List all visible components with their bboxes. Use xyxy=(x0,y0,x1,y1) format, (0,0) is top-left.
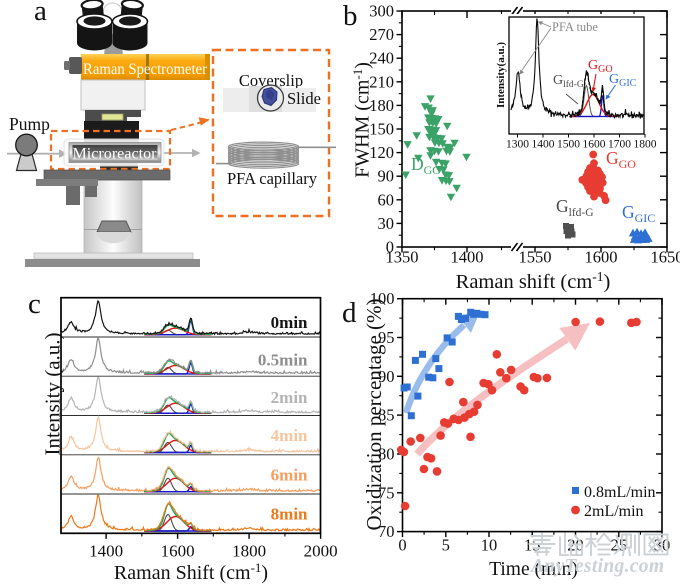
svg-text:0min: 0min xyxy=(271,313,308,332)
svg-text:1700: 1700 xyxy=(608,139,631,151)
svg-text:10: 10 xyxy=(481,536,498,555)
svg-text:75: 75 xyxy=(378,483,395,502)
svg-text:c: c xyxy=(28,288,41,320)
svg-text:120: 120 xyxy=(369,143,394,162)
svg-text:Microreactor: Microreactor xyxy=(73,146,158,163)
svg-text:PFA capillary: PFA capillary xyxy=(227,169,318,188)
svg-text:AnyTesting.com: AnyTesting.com xyxy=(529,556,664,577)
svg-text:Raman Spectrometer: Raman Spectrometer xyxy=(83,61,208,78)
svg-text:0: 0 xyxy=(398,536,406,555)
svg-text:1600: 1600 xyxy=(583,139,606,151)
svg-text:270: 270 xyxy=(369,25,394,44)
svg-text:300: 300 xyxy=(369,2,394,21)
svg-text:DGO: DGO xyxy=(411,154,441,177)
svg-text:70: 70 xyxy=(378,522,395,541)
svg-text:1400: 1400 xyxy=(532,139,555,151)
svg-text:1550: 1550 xyxy=(519,248,552,267)
svg-text:90: 90 xyxy=(378,167,395,186)
svg-text:210: 210 xyxy=(369,72,394,91)
svg-text:6min: 6min xyxy=(271,466,308,485)
svg-text:Raman Shift (cm-1): Raman Shift (cm-1) xyxy=(114,560,268,584)
svg-text:1500: 1500 xyxy=(557,139,580,151)
svg-text:90: 90 xyxy=(378,367,395,386)
svg-text:Time (min): Time (min) xyxy=(489,559,578,580)
svg-text:0.8mL/min: 0.8mL/min xyxy=(584,484,656,501)
svg-text:95: 95 xyxy=(378,328,395,347)
svg-text:1400: 1400 xyxy=(89,541,123,560)
svg-text:1400: 1400 xyxy=(451,248,484,267)
svg-text:2min: 2min xyxy=(271,388,308,407)
svg-text:1800: 1800 xyxy=(634,139,657,151)
svg-text:Glfd-G: Glfd-G xyxy=(556,196,594,219)
svg-text:Intensity (a.u.): Intensity (a.u.) xyxy=(41,332,65,455)
svg-text:25: 25 xyxy=(611,536,628,555)
svg-text:Oxidization percentage (%): Oxidization percentage (%) xyxy=(362,298,386,530)
svg-text:Slide: Slide xyxy=(287,89,321,108)
svg-text:150: 150 xyxy=(369,120,394,139)
svg-text:1800: 1800 xyxy=(232,541,266,560)
svg-text:Coverslip: Coverslip xyxy=(239,71,303,90)
svg-text:8min: 8min xyxy=(271,505,308,524)
svg-text:5: 5 xyxy=(442,536,450,555)
svg-text:1650: 1650 xyxy=(651,248,680,267)
svg-text:GGIC: GGIC xyxy=(622,202,655,225)
svg-text:Raman shift (cm-1): Raman shift (cm-1) xyxy=(456,269,611,293)
svg-text:30: 30 xyxy=(378,214,395,233)
svg-text:85: 85 xyxy=(378,406,395,425)
svg-text:Intensity(a.u.): Intensity(a.u.) xyxy=(495,42,507,108)
svg-text:100: 100 xyxy=(370,289,395,308)
svg-text:80: 80 xyxy=(378,445,395,464)
svg-text:60: 60 xyxy=(378,190,395,209)
svg-text:0: 0 xyxy=(386,238,394,257)
svg-text:1600: 1600 xyxy=(585,248,618,267)
svg-text:2000: 2000 xyxy=(304,541,338,560)
svg-text:PFA tube: PFA tube xyxy=(552,20,598,34)
svg-text:0.5min: 0.5min xyxy=(258,351,308,370)
svg-text:d: d xyxy=(342,297,357,329)
svg-text:1350: 1350 xyxy=(386,248,419,267)
svg-text:FWHM (cm-1): FWHM (cm-1) xyxy=(350,62,374,178)
svg-text:GGO: GGO xyxy=(606,148,636,171)
svg-text:180: 180 xyxy=(369,96,394,115)
svg-text:a: a xyxy=(34,0,47,27)
svg-text:240: 240 xyxy=(369,49,394,68)
svg-text:4min: 4min xyxy=(271,426,308,445)
svg-text:b: b xyxy=(343,0,358,32)
svg-text:2mL/min: 2mL/min xyxy=(584,503,644,520)
svg-text:Pump: Pump xyxy=(9,114,50,134)
svg-text:1600: 1600 xyxy=(161,541,195,560)
svg-text:1300: 1300 xyxy=(506,139,529,151)
